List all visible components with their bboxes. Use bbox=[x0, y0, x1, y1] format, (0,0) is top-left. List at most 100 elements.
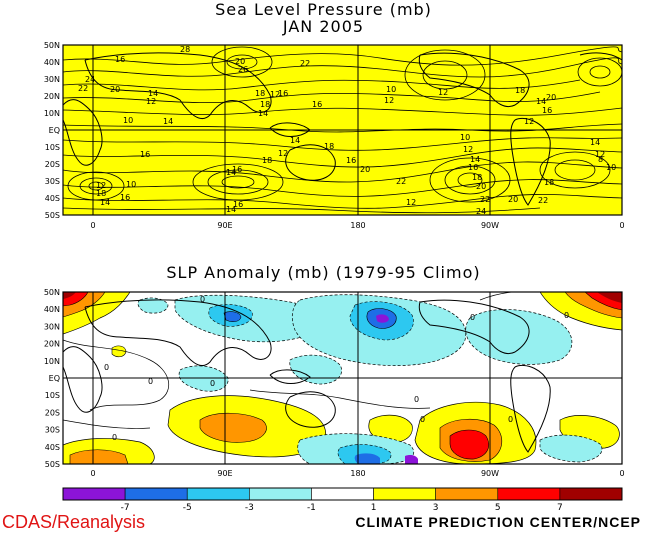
contour-value-label: 12 bbox=[524, 117, 534, 126]
zero-contour-label: 0 bbox=[414, 395, 419, 404]
anomaly-map-panel: 0 0 0 0 0 0 0 0 0 0 50N 40N 30N 20N 10N EQ 10S 20S 30S 40S… bbox=[44, 288, 625, 478]
colorbar-frame bbox=[62, 487, 623, 501]
contour-value-label: 22 bbox=[538, 196, 548, 205]
lat-tick-label: 20N bbox=[44, 92, 60, 101]
lat-tick-label: 40S bbox=[45, 443, 60, 452]
contour-value-label: 10 bbox=[126, 180, 136, 189]
contour-value-label: 18 bbox=[324, 142, 334, 151]
contour-value-label: 14 bbox=[163, 117, 173, 126]
colorbar-tick-label: 1 bbox=[371, 503, 377, 513]
colorbar-swatch bbox=[373, 487, 436, 501]
lon-tick-label: 90E bbox=[217, 469, 232, 478]
contour-value-label: 16 bbox=[140, 150, 150, 159]
lat-tick-label: 10N bbox=[44, 357, 60, 366]
colorbar-tick-label: -7 bbox=[121, 503, 130, 513]
zero-contour-label: 0 bbox=[104, 363, 109, 372]
contour-value-label: 12 bbox=[438, 88, 448, 97]
contour-value-label: 16 bbox=[278, 89, 288, 98]
contour-value-label: 20 bbox=[508, 195, 518, 204]
contour-value-label: 18 bbox=[515, 86, 525, 95]
contour-value-label: 22 bbox=[78, 84, 88, 93]
contour-value-label: 14 bbox=[290, 136, 300, 145]
lat-tick-label: 30S bbox=[45, 426, 60, 435]
contour-value-label: 12 bbox=[146, 97, 156, 106]
contour-value-label: 24 bbox=[85, 75, 95, 84]
contour-value-label: 14 bbox=[226, 168, 236, 177]
contour-value-label: 14 bbox=[590, 138, 600, 147]
slp-frame bbox=[62, 44, 623, 216]
lon-tick-label: 90W bbox=[481, 221, 499, 230]
contour-value-label: 16 bbox=[120, 193, 130, 202]
lat-tick-label: 30S bbox=[45, 177, 60, 186]
contour-value-label: 16 bbox=[232, 165, 242, 174]
bottom-title: SLP Anomaly (mb) (1979-95 Climo) bbox=[166, 263, 481, 282]
zero-contour-label: 0 bbox=[420, 415, 425, 424]
colorbar-swatch bbox=[186, 487, 250, 501]
slp-lat-axis: 50N 40N 30N 20N 10N EQ 10S 20S 30S 40S 50S bbox=[44, 41, 60, 220]
contour-value-label: 10 bbox=[606, 163, 616, 172]
lat-tick-label: 10N bbox=[44, 109, 60, 118]
contour-value-label: 20 bbox=[235, 57, 245, 66]
colorbar-swatch bbox=[311, 487, 374, 501]
contour-value-label: 14 bbox=[470, 155, 480, 164]
anomaly-gridlines bbox=[63, 292, 622, 464]
zero-contour-label: 0 bbox=[564, 311, 569, 320]
colorbar-tick-label: -3 bbox=[245, 503, 254, 513]
anomaly-frame bbox=[62, 291, 623, 465]
contour-value-label: 14 bbox=[100, 198, 110, 207]
lon-tick-label: 0 bbox=[619, 469, 624, 478]
contour-value-label: 24 bbox=[476, 207, 486, 216]
contour-value-label: 16 bbox=[115, 55, 125, 64]
colorbar-swatch bbox=[249, 487, 312, 501]
lat-tick-label: 10S bbox=[45, 143, 60, 152]
contour-value-label: 16 bbox=[312, 100, 322, 109]
contour-value-label: 16 bbox=[233, 200, 243, 209]
lat-tick-label: 50S bbox=[45, 211, 60, 220]
lon-tick-label: 180 bbox=[350, 469, 365, 478]
slp-lon-axis: 0 90E 180 90W 0 bbox=[90, 221, 624, 230]
zero-contour-label: 0 bbox=[200, 295, 205, 304]
lat-tick-label: 10S bbox=[45, 391, 60, 400]
zero-contour-label: 0 bbox=[148, 377, 153, 386]
lat-tick-label: 30N bbox=[44, 75, 60, 84]
zero-contour-label: 0 bbox=[210, 379, 215, 388]
zero-contour-label: 0 bbox=[470, 313, 475, 322]
contour-value-label: 20 bbox=[110, 85, 120, 94]
contour-value-label: 10 bbox=[123, 116, 133, 125]
anomaly-zero-labels: 0 0 0 0 0 0 0 0 0 0 bbox=[104, 295, 569, 442]
contour-value-label: 18 bbox=[96, 189, 106, 198]
colorbar-swatch bbox=[497, 487, 561, 501]
contour-value-label: 22 bbox=[300, 59, 310, 68]
slp-gridlines bbox=[63, 45, 622, 215]
contour-value-label: 18 bbox=[544, 178, 554, 187]
contour-value-label: 10 bbox=[386, 85, 396, 94]
top-subtitle: JAN 2005 bbox=[282, 17, 365, 36]
colorbar-tick-label: -5 bbox=[183, 503, 192, 513]
lon-tick-label: 90E bbox=[217, 221, 232, 230]
lon-tick-label: 0 bbox=[90, 221, 95, 230]
anomaly-lat-axis: 50N 40N 30N 20N 10N EQ 10S 20S 30S 40S 50S bbox=[44, 288, 60, 469]
lat-tick-label: 50N bbox=[44, 41, 60, 50]
contour-value-label: 28 bbox=[180, 45, 190, 54]
contour-value-label: 18 bbox=[255, 89, 265, 98]
colorbar-swatch bbox=[435, 487, 499, 501]
colorbar-swatch bbox=[124, 487, 188, 501]
lat-tick-label: 50N bbox=[44, 288, 60, 297]
contour-value-label: 12 bbox=[463, 145, 473, 154]
contour-value-label: 16 bbox=[346, 156, 356, 165]
zero-contour-label: 0 bbox=[508, 415, 513, 424]
lon-tick-label: 0 bbox=[619, 221, 624, 230]
contour-value-label: 12 bbox=[278, 149, 288, 158]
contour-value-label: 18 bbox=[472, 173, 482, 182]
top-title: Sea Level Pressure (mb) bbox=[215, 0, 432, 19]
credit-label: CLIMATE PREDICTION CENTER/NCEP bbox=[355, 514, 641, 530]
colorbar-swatch bbox=[559, 487, 623, 501]
contour-value-label: 16 bbox=[468, 163, 478, 172]
colorbar-tick-label: 3 bbox=[433, 503, 439, 513]
contour-value-label: 18 bbox=[260, 100, 270, 109]
contour-value-label: 22 bbox=[480, 195, 490, 204]
lat-tick-label: 50S bbox=[45, 460, 60, 469]
